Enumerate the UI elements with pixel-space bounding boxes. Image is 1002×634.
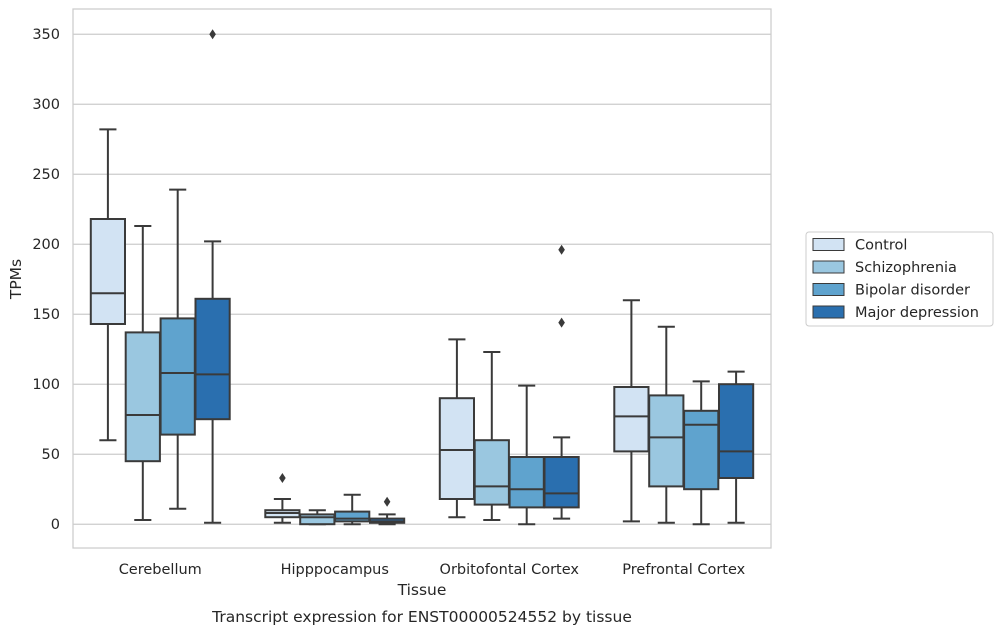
box: [159, 317, 196, 436]
box-plot: [683, 380, 720, 526]
x-tick-label: Cerebellum: [119, 562, 202, 578]
box-plot: [194, 29, 231, 524]
y-axis-label: TPMs: [7, 259, 25, 300]
legend: Control Schizophrenia Bipolar disorder Majo…: [805, 231, 994, 327]
x-tick-label: Prefrontal Cortex: [622, 562, 745, 578]
x-axis-label: Tissue: [397, 581, 447, 599]
outlier-point: [279, 473, 286, 483]
legend-swatch: [812, 305, 845, 319]
box-plot: [159, 188, 196, 510]
outlier-point: [383, 496, 391, 507]
y-tick-label: 100: [32, 377, 60, 393]
y-tick-label: 350: [32, 27, 60, 43]
box: [473, 439, 510, 506]
y-tick-label: 0: [51, 517, 60, 533]
box-plots: [89, 29, 755, 526]
chart-caption: Transcript expression for ENST0000052455…: [211, 608, 632, 626]
box: [438, 397, 476, 501]
legend-label: Bipolar disorder: [855, 283, 970, 299]
y-tick-labels: 0 50 100 150 200 250 300 350: [32, 27, 60, 533]
box-plot: [717, 370, 755, 524]
y-tick-label: 300: [32, 97, 60, 113]
box: [648, 394, 685, 488]
legend-frame: [805, 231, 994, 327]
box: [124, 331, 161, 463]
box: [613, 386, 650, 453]
box: [543, 456, 580, 509]
box-plot: [124, 225, 161, 521]
box: [299, 513, 336, 526]
box: [717, 383, 755, 480]
box-plot: [543, 244, 580, 520]
legend-label: Control: [855, 238, 907, 254]
y-tick-label: 200: [32, 237, 60, 253]
legend-label: Major depression: [855, 305, 979, 321]
box: [508, 456, 545, 509]
box-plot: [438, 338, 476, 519]
legend-label: Schizophrenia: [855, 260, 957, 276]
outlier-point: [209, 29, 216, 40]
x-tick-label: Orbitofontal Cortex: [440, 562, 580, 578]
plot-frame: [72, 8, 772, 549]
legend-swatch: [812, 283, 845, 296]
y-tick-label: 250: [32, 167, 60, 183]
outlier-point: [558, 244, 565, 255]
box-plot: [264, 473, 301, 524]
box: [683, 409, 720, 491]
box-plot: [368, 496, 406, 526]
box: [334, 510, 371, 523]
box-plot: [508, 384, 545, 526]
box-plot: [334, 493, 371, 526]
box: [89, 218, 127, 325]
legend-swatch: [812, 238, 845, 251]
outlier-point: [558, 317, 565, 328]
box: [194, 297, 231, 421]
box-plot: [473, 351, 510, 521]
y-tick-label: 150: [32, 307, 60, 323]
x-tick-labels: Cerebellum Hipppocampus Orbitofontal Corte…: [119, 562, 746, 578]
box-plot: [648, 325, 685, 524]
box-plot: [89, 128, 127, 442]
x-tick-label: Hipppocampus: [281, 562, 389, 578]
legend-swatch: [812, 260, 845, 274]
y-tick-label: 50: [42, 447, 60, 463]
